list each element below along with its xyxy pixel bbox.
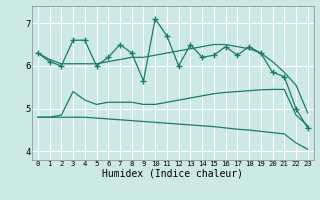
X-axis label: Humidex (Indice chaleur): Humidex (Indice chaleur) xyxy=(102,169,243,179)
